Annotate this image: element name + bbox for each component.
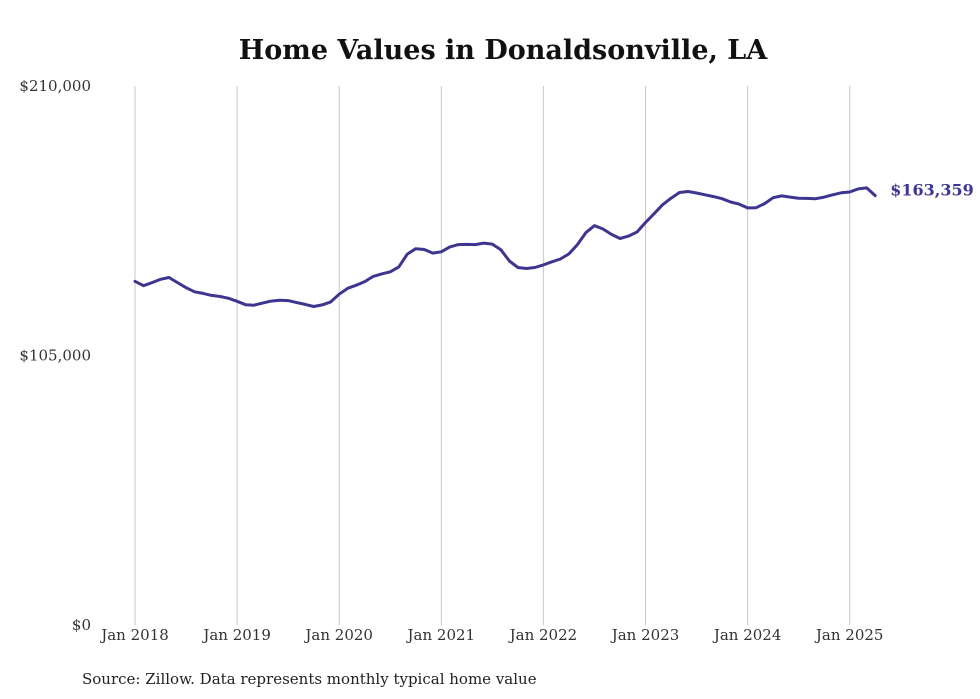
x-tick-label: Jan 2018 xyxy=(99,626,169,644)
x-tick-label: Jan 2024 xyxy=(712,626,782,644)
home-value-line xyxy=(133,186,877,308)
chart-title: Home Values in Donaldsonville, LA xyxy=(239,35,769,66)
source-note: Source: Zillow. Data represents monthly … xyxy=(82,670,537,688)
x-tick-label: Jan 2023 xyxy=(610,626,680,644)
y-tick-label: $0 xyxy=(72,616,91,634)
gridlines xyxy=(134,86,851,625)
y-tick-label: $210,000 xyxy=(19,77,91,95)
x-tick-label: Jan 2019 xyxy=(201,626,271,644)
x-tick-label: Jan 2022 xyxy=(508,626,578,644)
end-value-label: $163,359 xyxy=(890,181,974,200)
y-axis-ticks: $0 $105,000 $210,000 xyxy=(19,77,91,634)
x-tick-label: Jan 2025 xyxy=(814,626,884,644)
y-tick-label: $105,000 xyxy=(19,347,91,365)
x-axis-ticks: Jan 2018 Jan 2019 Jan 2020 Jan 2021 Jan 2022… xyxy=(99,626,883,644)
x-tick-label: Jan 2020 xyxy=(303,626,373,644)
series-layer: $163,359 xyxy=(133,181,974,308)
x-tick-label: Jan 2021 xyxy=(406,626,476,644)
